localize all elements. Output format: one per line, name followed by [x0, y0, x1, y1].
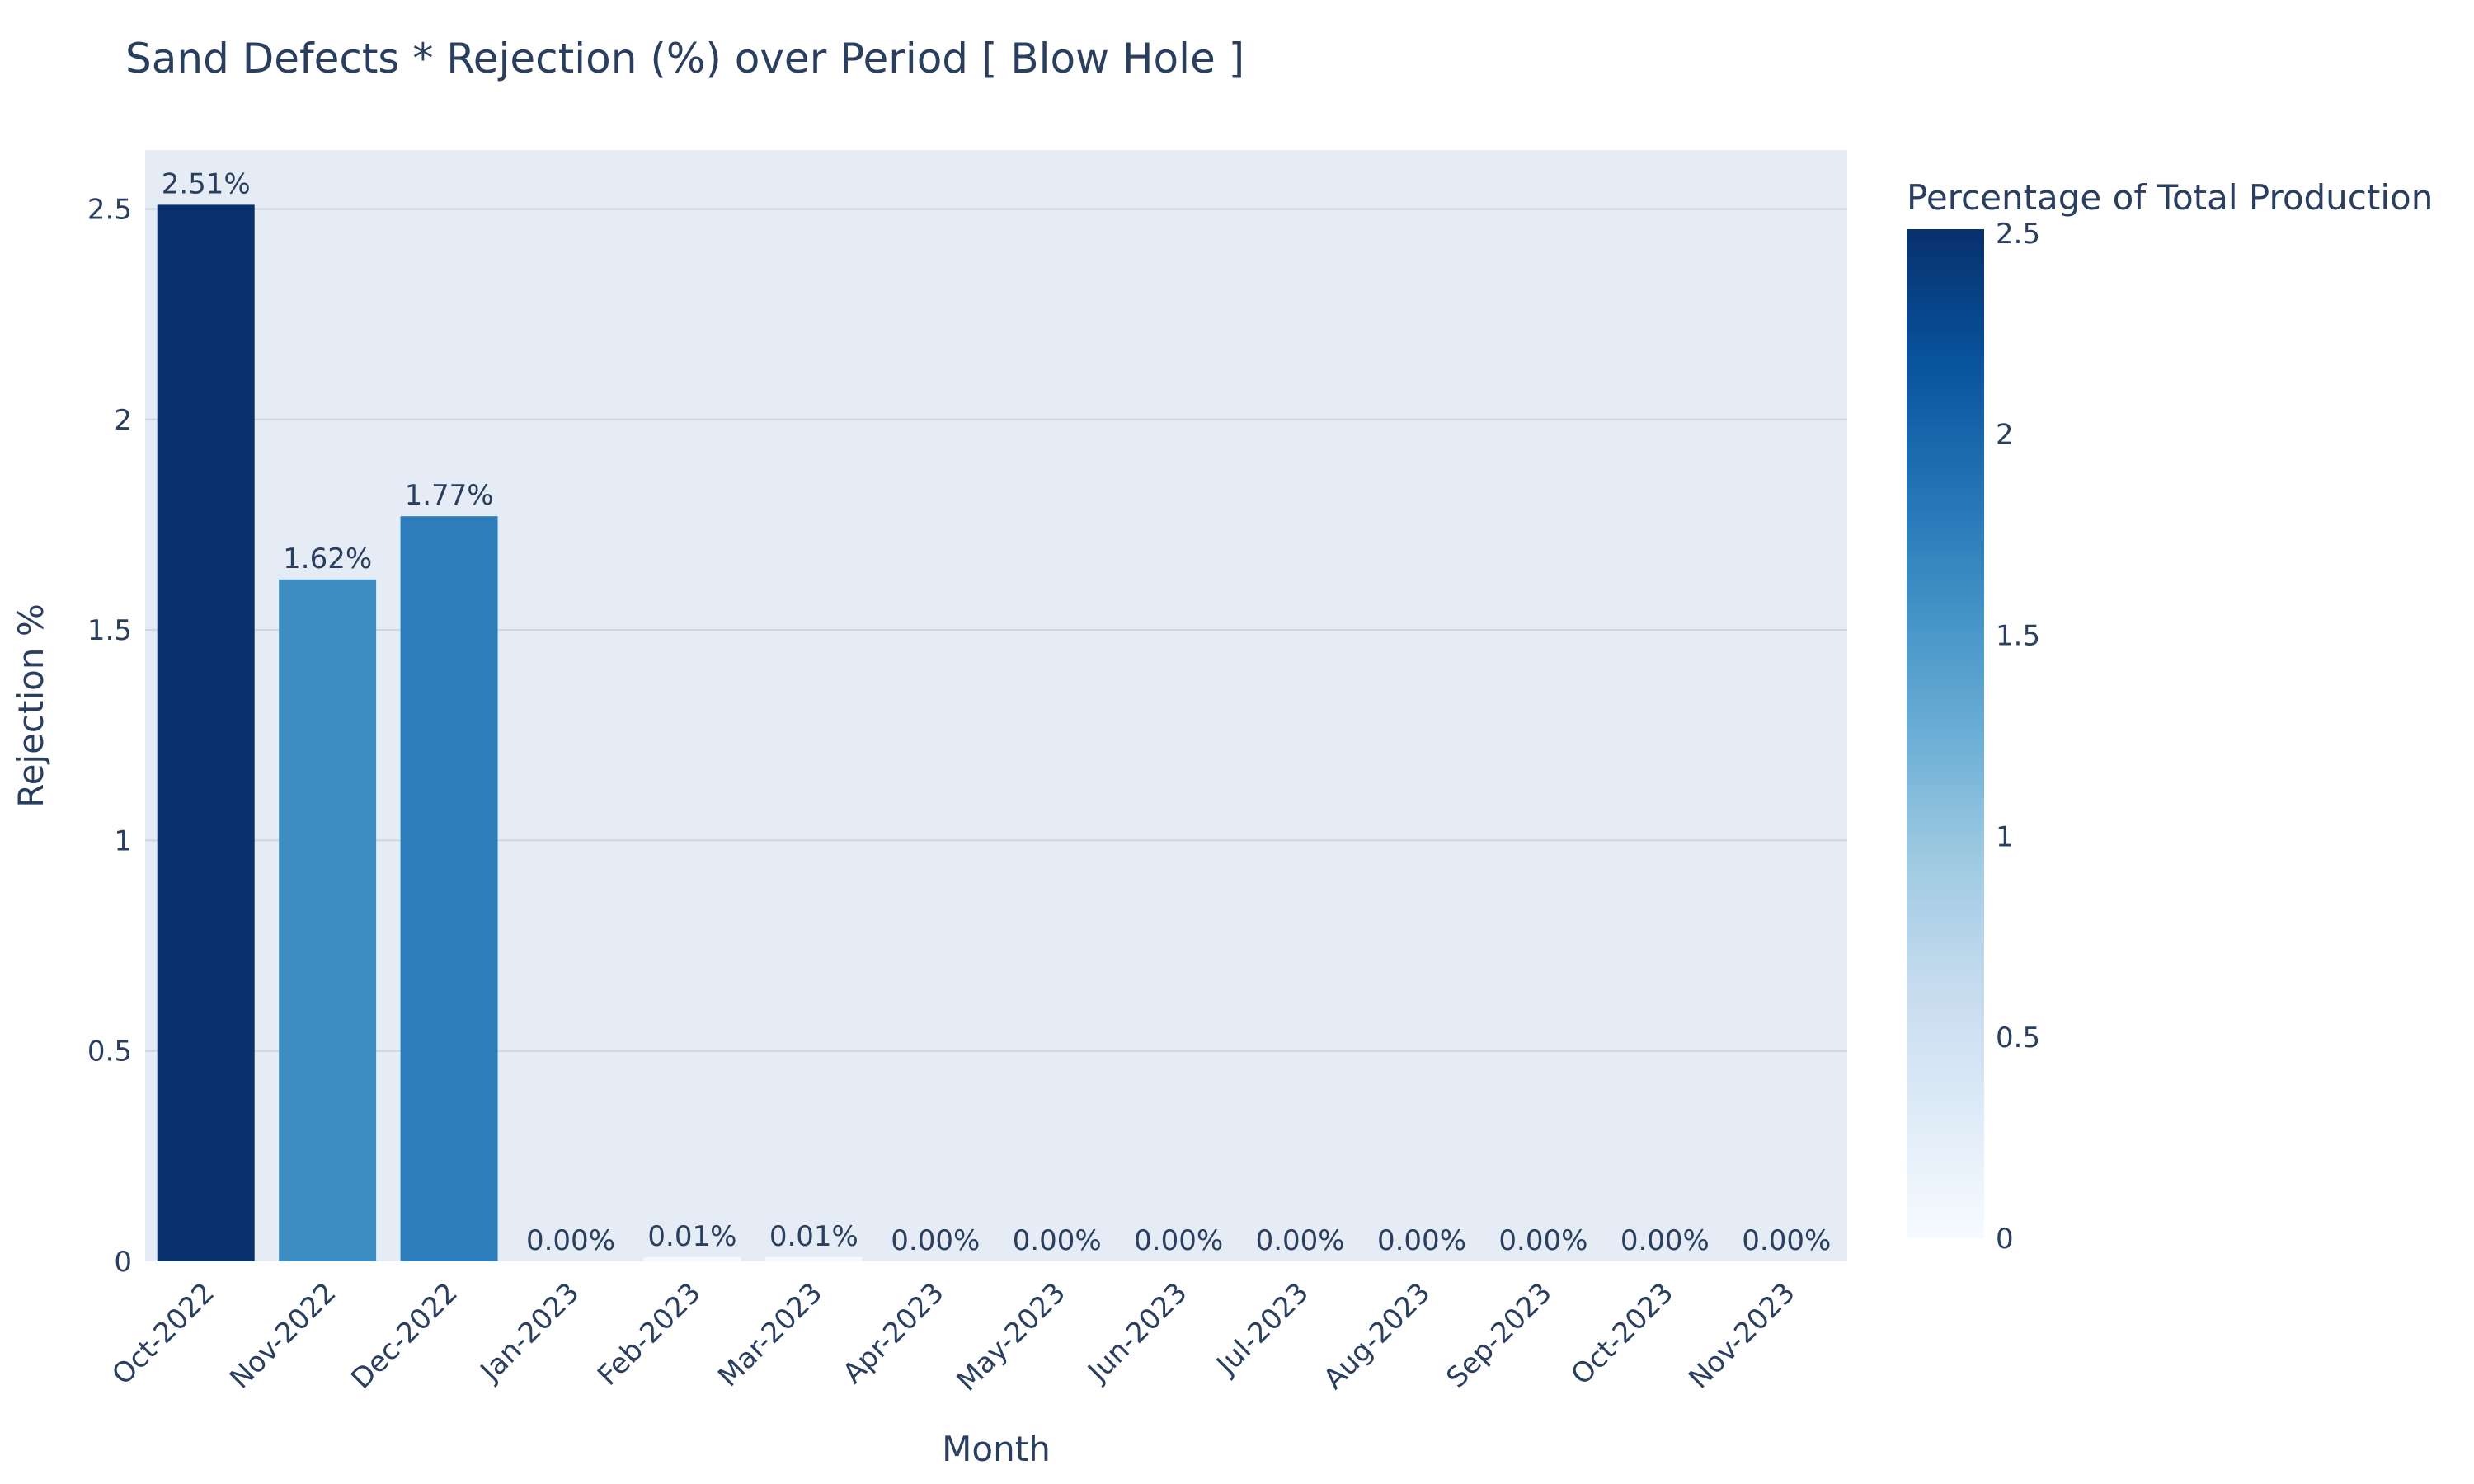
- x-tick-label: Nov-2022: [223, 1276, 342, 1395]
- y-axis-ticks: 0 0.5 1 1.5 2 2.5: [87, 193, 132, 1279]
- y-tick-label: 0.5: [87, 1036, 132, 1068]
- x-axis-ticks: Oct-2022 Nov-2022 Dec-2022 Jan-2023 Feb-2023…: [106, 1276, 1801, 1397]
- x-tick-label: Oct-2022: [106, 1276, 221, 1392]
- colorbar-title: Percentage of Total Production: [1907, 177, 2433, 218]
- bars: [157, 204, 863, 1261]
- colorbar-tick-label: 0: [1996, 1223, 2014, 1256]
- bar[interactable]: [157, 204, 255, 1261]
- colorbar-tick-label: 2.5: [1996, 218, 2040, 251]
- bar-data-label: 0.01%: [769, 1220, 858, 1253]
- x-tick-label: Dec-2022: [345, 1276, 464, 1396]
- y-tick-label: 2: [114, 404, 132, 437]
- bar[interactable]: [279, 579, 377, 1261]
- bar-data-label: 0.00%: [1742, 1224, 1831, 1257]
- bar-labels: 2.51% 1.62% 1.77% 0.00% 0.01% 0.01% 0.00% 0.00%…: [162, 167, 1832, 1257]
- x-axis-title: Month: [942, 1429, 1051, 1469]
- y-tick-label: 0: [114, 1246, 132, 1279]
- x-tick-label: Feb-2023: [591, 1276, 708, 1392]
- x-tick-label: Aug-2023: [1317, 1276, 1437, 1396]
- bar-data-label: 0.00%: [526, 1224, 615, 1257]
- bar-data-label: 0.00%: [891, 1224, 980, 1257]
- bar[interactable]: [764, 1256, 863, 1261]
- bar[interactable]: [643, 1256, 741, 1261]
- bar-data-label: 0.00%: [1013, 1224, 1102, 1257]
- x-tick-label: Apr-2023: [836, 1276, 950, 1390]
- colorbar-tick-label: 2: [1996, 419, 2014, 452]
- y-tick-label: 2.5: [87, 193, 132, 226]
- bar[interactable]: [400, 516, 498, 1261]
- colorbar-tick-label: 0.5: [1996, 1021, 2040, 1054]
- colorbar: [1907, 229, 1984, 1238]
- colorbar-tick-label: 1: [1996, 820, 2014, 853]
- chart-title: Sand Defects * Rejection (%) over Period…: [125, 35, 1244, 82]
- x-tick-label: Sep-2023: [1440, 1276, 1558, 1394]
- x-tick-label: Jul-2023: [1209, 1276, 1315, 1383]
- bar-data-label: 1.77%: [405, 479, 494, 512]
- bar-data-label: 0.00%: [1620, 1224, 1710, 1257]
- bar-data-label: 1.62%: [283, 542, 372, 575]
- x-tick-label: Nov-2023: [1682, 1276, 1801, 1395]
- bar-data-label: 0.00%: [1377, 1224, 1466, 1257]
- x-tick-label: May-2023: [951, 1276, 1072, 1397]
- bar-data-label: 0.01%: [647, 1220, 736, 1253]
- y-tick-label: 1: [114, 824, 132, 857]
- x-tick-label: Mar-2023: [712, 1276, 829, 1393]
- x-tick-label: Jan-2023: [473, 1276, 586, 1389]
- y-axis-title: Rejection %: [11, 603, 51, 807]
- bar-data-label: 0.00%: [1256, 1224, 1345, 1257]
- bar-data-label: 0.00%: [1134, 1224, 1223, 1257]
- y-tick-label: 1.5: [87, 614, 132, 647]
- x-tick-label: Jun-2023: [1080, 1276, 1193, 1389]
- colorbar-ticks: 0 0.5 1 1.5 2 2.5: [1996, 218, 2040, 1256]
- x-tick-label: Oct-2023: [1565, 1276, 1681, 1392]
- bar-data-label: 2.51%: [162, 167, 251, 200]
- bar-data-label: 0.00%: [1498, 1224, 1587, 1257]
- colorbar-tick-label: 1.5: [1996, 620, 2040, 653]
